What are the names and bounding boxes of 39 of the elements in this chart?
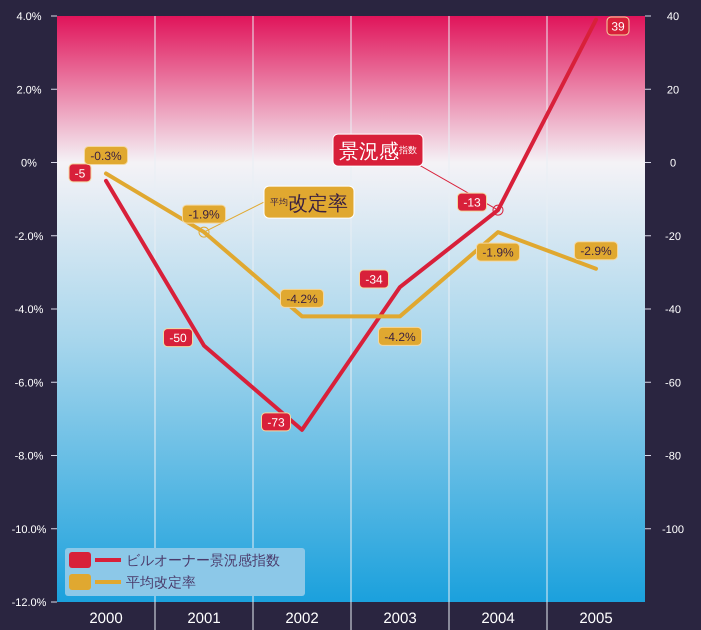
data-label: -73 — [267, 415, 285, 430]
y2-tick-label: -80 — [665, 450, 681, 462]
data-label: -50 — [169, 331, 187, 346]
annotation: 景況感$^{指数}$ — [339, 141, 417, 164]
y2-tick-label: 20 — [666, 84, 680, 96]
y-tick-label: -8.0% — [14, 450, 44, 462]
x-tick-label: 2003 — [383, 610, 417, 627]
y2-tick-label: 40 — [666, 11, 680, 23]
x-tick-label: 2001 — [187, 610, 221, 627]
data-label: -2.9% — [580, 244, 612, 258]
y2-tick-label: 0 — [670, 158, 676, 170]
y-tick-label: 2.0% — [16, 84, 42, 96]
data-label: -0.3% — [90, 148, 122, 163]
annotation: $^{平均}$改定率 — [270, 193, 348, 216]
data-label: -13 — [463, 196, 481, 210]
y-tick-label: -4.0% — [14, 304, 44, 316]
y-tick-label: 0% — [21, 158, 38, 170]
data-label: -4.2% — [286, 292, 318, 306]
data-label: -5 — [74, 166, 86, 180]
y-tick-label: -12.0% — [12, 597, 47, 609]
y2-tick-label: -20 — [665, 230, 681, 243]
y-tick-label: -10.0% — [12, 524, 47, 536]
data-label: -1.9% — [482, 246, 514, 260]
x-tick-label: 2005 — [579, 610, 613, 627]
y-tick-label: 4.0% — [16, 11, 42, 23]
x-tick-label: 2004 — [481, 610, 515, 627]
y2-tick-label: -60 — [665, 377, 681, 390]
y-tick-label: -6.0% — [14, 377, 44, 390]
legend-label: ビルオーナー景況感指数 — [126, 552, 280, 568]
y2-tick-label: -100 — [662, 524, 684, 536]
y-tick-label: -2.0% — [14, 230, 44, 243]
y2-tick-label: -40 — [665, 304, 681, 316]
data-label: -1.9% — [188, 208, 220, 222]
x-tick-label: 2002 — [285, 610, 319, 627]
data-label: 39 — [611, 20, 625, 34]
x-tick-label: 2000 — [89, 610, 123, 627]
data-label: -34 — [365, 272, 383, 287]
data-label: -4.2% — [384, 330, 416, 344]
legend-label: 平均改定率 — [126, 574, 196, 590]
